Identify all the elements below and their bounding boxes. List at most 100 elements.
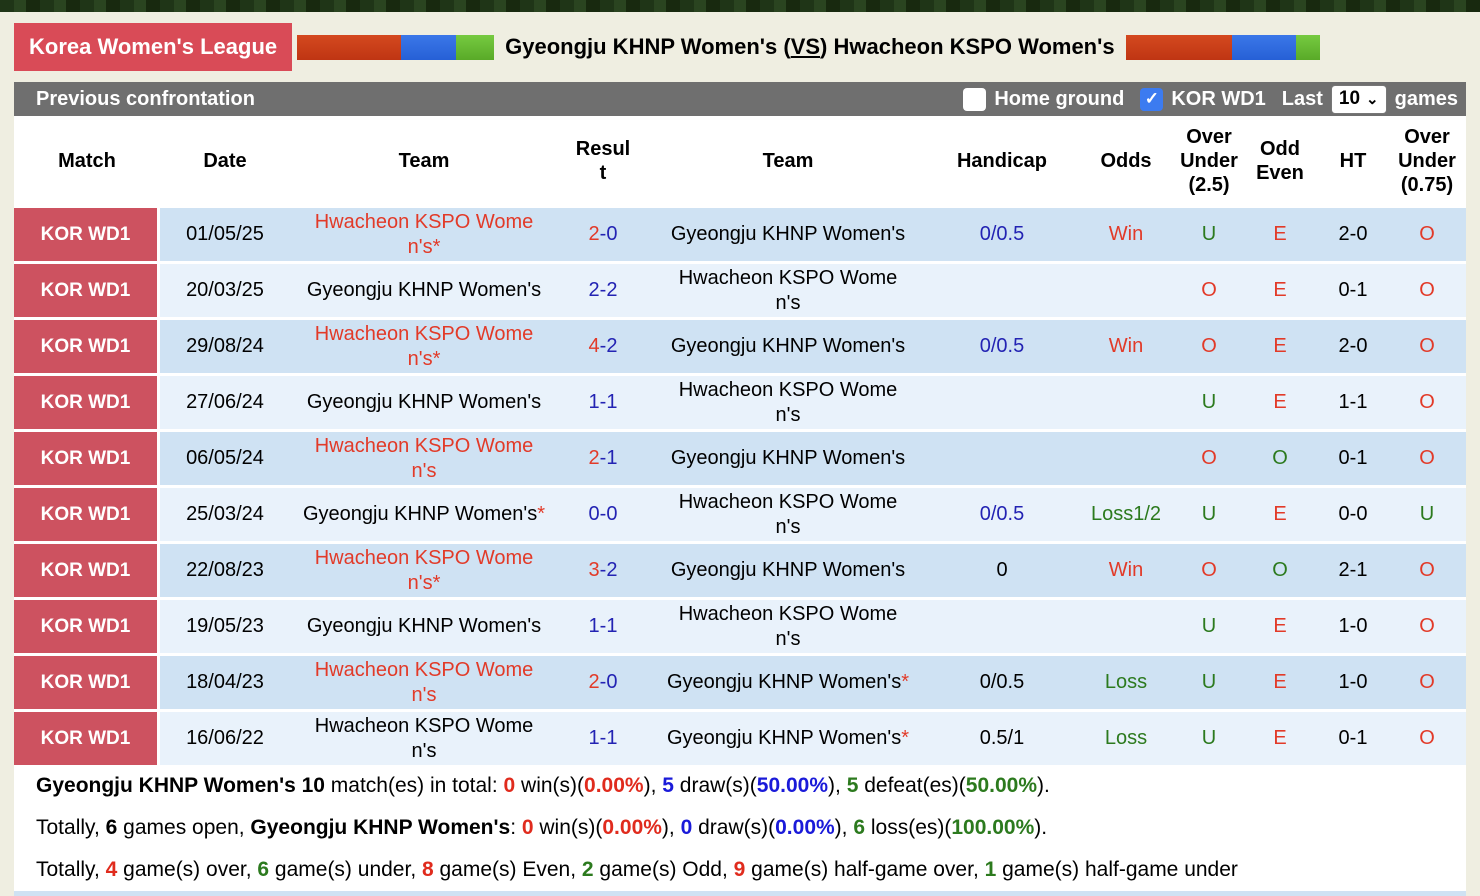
kor-wd1-checkbox[interactable]: ✓ xyxy=(1140,87,1164,111)
over-under-2-5-value: O xyxy=(1176,432,1242,485)
team-right-name: Hwacheon KSPO Women's xyxy=(678,490,898,538)
over-under-0-75-value: O xyxy=(1388,600,1466,653)
half-time-score: 1-0 xyxy=(1318,656,1388,709)
team-right-cell: Gyeongju KHNP Women's xyxy=(648,208,928,261)
col-header-ht: HT xyxy=(1339,149,1367,172)
match-date: 18/04/23 xyxy=(160,656,290,709)
games-label: games xyxy=(1394,87,1458,110)
over-under-2-5-value: U xyxy=(1176,376,1242,429)
team-right-cell: Hwacheon KSPO Women's xyxy=(648,488,928,541)
col-header-team-left: Team xyxy=(398,149,450,172)
full-time-result: 1 -1 xyxy=(558,376,648,429)
team-left-cell: Hwacheon KSPO Women's xyxy=(290,432,558,485)
right-color-bar xyxy=(1125,34,1320,60)
team-left-cell: Gyeongju KHNP Women's xyxy=(290,600,558,653)
page-header: Korea Women's League Gyeongju KHNP Women… xyxy=(0,12,1480,82)
over-under-2-5-value: U xyxy=(1176,488,1242,541)
over-under-2-5-value: U xyxy=(1176,656,1242,709)
odd-even-value: E xyxy=(1242,600,1318,653)
left-color-bar xyxy=(297,34,495,60)
half-time-score: 2-0 xyxy=(1318,320,1388,373)
team-left-name: Hwacheon KSPO Women's xyxy=(314,658,534,706)
home-team-star: * xyxy=(432,235,441,258)
over-under-0-75-value: O xyxy=(1388,544,1466,597)
team-left-name: Hwacheon KSPO Women's xyxy=(314,434,534,482)
odds-value: Loss1/2 xyxy=(1076,488,1176,541)
team-left-name: Hwacheon KSPO Women's* xyxy=(314,210,534,258)
handicap-value xyxy=(928,432,1076,485)
half-time-score: 1-0 xyxy=(1318,600,1388,653)
odd-even-value: E xyxy=(1242,488,1318,541)
team-left-cell: Hwacheon KSPO Women's xyxy=(290,712,558,765)
col-header-team-right: Team xyxy=(762,149,814,172)
table-row: KOR WD1 25/03/24 Gyeongju KHNP Women's* 0 -0… xyxy=(14,485,1466,541)
half-time-score: 0-1 xyxy=(1318,432,1388,485)
league-badge: Korea Women's League xyxy=(14,23,293,71)
odds-value xyxy=(1076,432,1176,485)
table-row: KOR WD1 01/05/25 Hwacheon KSPO Women's* 2 -0… xyxy=(14,205,1466,261)
odds-value xyxy=(1076,264,1176,317)
color-bar-blue-segment xyxy=(401,34,457,60)
kor-wd1-label: KOR WD1 xyxy=(1171,87,1266,110)
home-ground-checkbox[interactable] xyxy=(963,87,987,111)
odd-even-value: O xyxy=(1242,544,1318,597)
summary-line-total: Gyeongju KHNP Women's 10 match(es) in to… xyxy=(36,774,1050,797)
col-header-over-under-2-5: Over Under (2.5) xyxy=(1180,125,1238,196)
team-right-cell: Gyeongju KHNP Women's xyxy=(648,544,928,597)
team-right-cell: Hwacheon KSPO Women's xyxy=(648,600,928,653)
page-title: Gyeongju KHNP Women's (VS) Hwacheon KSPO… xyxy=(499,34,1120,60)
handicap-value: 0/0.5 xyxy=(928,208,1076,261)
over-under-0-75-value: O xyxy=(1388,320,1466,373)
table-row: KOR WD1 06/05/24 Hwacheon KSPO Women's 2 -1 G… xyxy=(14,429,1466,485)
summary-section: Gyeongju KHNP Women's 10 match(es) in to… xyxy=(14,765,1466,891)
team-left-name: Hwacheon KSPO Women's xyxy=(314,714,534,762)
over-under-0-75-value: O xyxy=(1388,264,1466,317)
team-left-name: Hwacheon KSPO Women's* xyxy=(314,322,534,370)
match-league-badge: KOR WD1 xyxy=(14,712,160,765)
summary-line-open-games: Totally, 6 games open, Gyeongju KHNP Wom… xyxy=(36,816,1048,839)
odd-even-value: E xyxy=(1242,712,1318,765)
over-under-0-75-value: O xyxy=(1388,712,1466,765)
team-right-name: Hwacheon KSPO Women's xyxy=(678,266,898,314)
match-league-badge: KOR WD1 xyxy=(14,264,160,317)
match-date: 22/08/23 xyxy=(160,544,290,597)
full-time-result: 2 -0 xyxy=(558,208,648,261)
half-time-score: 0-1 xyxy=(1318,264,1388,317)
games-count-value: 10 xyxy=(1338,88,1361,109)
table-header-row: Match Date Team Result Team Handicap Odd… xyxy=(14,116,1466,205)
match-league-badge: KOR WD1 xyxy=(14,600,160,653)
table-row: KOR WD1 18/04/23 Hwacheon KSPO Women's 2 -0 G… xyxy=(14,653,1466,709)
team-right-cell: Gyeongju KHNP Women's* xyxy=(648,656,928,709)
table-row: KOR WD1 29/08/24 Hwacheon KSPO Women's* 4 -2… xyxy=(14,317,1466,373)
over-under-2-5-value: U xyxy=(1176,208,1242,261)
home-ground-filter: Home ground xyxy=(963,87,1125,111)
over-under-2-5-value: O xyxy=(1176,544,1242,597)
table-row: KOR WD1 16/06/22 Hwacheon KSPO Women's 1 -1 G… xyxy=(14,709,1466,765)
odd-even-value: E xyxy=(1242,656,1318,709)
confrontation-table: Match Date Team Result Team Handicap Odd… xyxy=(14,116,1466,765)
team-right-cell: Gyeongju KHNP Women's* xyxy=(648,712,928,765)
match-date: 06/05/24 xyxy=(160,432,290,485)
half-time-score: 2-0 xyxy=(1318,208,1388,261)
handicap-value xyxy=(928,600,1076,653)
col-header-match: Match xyxy=(58,149,116,172)
team-left-cell: Hwacheon KSPO Women's* xyxy=(290,208,558,261)
col-header-over-under-0-75: Over Under (0.75) xyxy=(1398,125,1456,196)
over-under-0-75-value: U xyxy=(1388,488,1466,541)
home-team-star: * xyxy=(537,503,546,525)
team-left-cell: Hwacheon KSPO Women's xyxy=(290,656,558,709)
summary-line-over-under: Totally, 4 game(s) over, 6 game(s) under… xyxy=(36,858,1238,881)
col-header-odds: Odds xyxy=(1100,149,1152,172)
home-ground-label: Home ground xyxy=(994,87,1125,110)
match-date: 29/08/24 xyxy=(160,320,290,373)
games-count-select[interactable]: 10 ⌄ xyxy=(1330,84,1387,114)
color-bar-red-segment xyxy=(297,34,402,60)
chevron-down-icon: ⌄ xyxy=(1366,90,1379,108)
half-time-score: 0-1 xyxy=(1318,712,1388,765)
team-right-name: Gyeongju KHNP Women's xyxy=(670,447,906,469)
color-bar-green-segment xyxy=(456,34,495,60)
odd-even-value: E xyxy=(1242,264,1318,317)
over-under-0-75-value: O xyxy=(1388,208,1466,261)
full-time-result: 4 -2 xyxy=(558,320,648,373)
odds-value: Win xyxy=(1076,208,1176,261)
